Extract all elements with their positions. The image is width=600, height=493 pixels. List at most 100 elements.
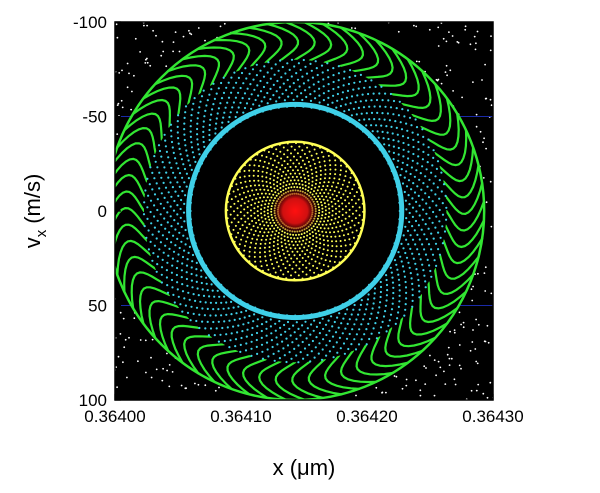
data-point [489,98,492,101]
data-point [350,172,353,175]
data-point [453,329,456,331]
data-point [237,76,240,79]
data-point [262,165,265,168]
data-point [334,168,337,171]
data-point [439,236,442,239]
data-point [319,165,322,168]
data-point [454,383,457,386]
data-point [223,295,226,298]
data-point [490,292,493,295]
data-point [427,138,430,141]
data-point [270,146,273,149]
data-point [469,349,472,352]
data-point [404,225,407,228]
data-point [276,79,279,83]
data-point [256,226,259,229]
data-point [405,297,408,300]
data-point [472,329,474,331]
data-point [263,246,266,249]
data-point [447,346,450,349]
data-point [156,166,159,169]
data-point [325,231,328,234]
data-point [182,234,185,237]
data-point [284,242,287,245]
data-point [328,339,331,343]
data-point [341,183,344,186]
data-point [242,254,245,257]
data-point [171,264,174,267]
data-point [391,302,394,305]
data-point [186,258,189,261]
data-point [165,150,168,153]
data-point [474,348,477,350]
data-point [256,238,258,241]
data-point [248,223,251,226]
data-point [410,188,413,191]
data-point [151,188,154,191]
data-point [343,223,346,226]
data-point [200,95,204,98]
data-point [179,303,182,306]
outer-ring-arc [196,46,235,79]
data-point [323,227,326,230]
data-point [375,316,378,319]
data-point [301,98,304,102]
data-point [340,245,343,248]
data-point [309,164,312,167]
data-point [292,169,294,172]
data-point [353,303,356,307]
data-point [301,75,304,78]
data-point [210,283,213,286]
data-point [211,108,214,111]
data-point [406,129,409,132]
data-point [279,326,282,329]
data-point [122,317,125,320]
data-point [411,238,415,241]
data-point [243,106,247,110]
data-point [253,217,256,220]
data-point [317,206,320,209]
data-point [423,365,426,368]
data-point [287,186,290,189]
data-point [400,260,403,263]
data-point [308,343,311,346]
data-point [327,89,330,93]
data-point [172,234,175,237]
data-point [237,305,240,308]
data-point [397,140,400,143]
data-point [422,150,425,153]
data-point [410,277,413,280]
data-point [334,173,337,176]
data-point [245,102,249,105]
data-point [405,238,408,241]
data-point [228,346,231,349]
data-point [318,332,321,335]
data-point [304,259,307,262]
data-point [300,243,303,246]
data-point [342,193,345,196]
data-point [329,231,331,234]
data-point [176,281,179,284]
data-point [169,205,172,208]
data-point [248,250,251,253]
data-point [319,178,322,180]
data-point [249,158,252,161]
data-point [123,346,126,349]
data-point [149,240,152,243]
data-point [180,384,183,387]
data-point [372,327,375,330]
data-point [358,119,361,122]
data-point [168,231,171,234]
data-point [424,286,427,289]
data-point [274,170,277,173]
data-point [380,85,383,88]
data-point [309,191,312,194]
data-point [360,299,363,302]
data-point [243,202,246,205]
data-point [298,162,301,165]
data-point [165,269,168,272]
data-point [352,308,355,311]
data-point [164,186,168,189]
data-point [257,214,259,217]
outer-ring-arc [123,112,163,141]
